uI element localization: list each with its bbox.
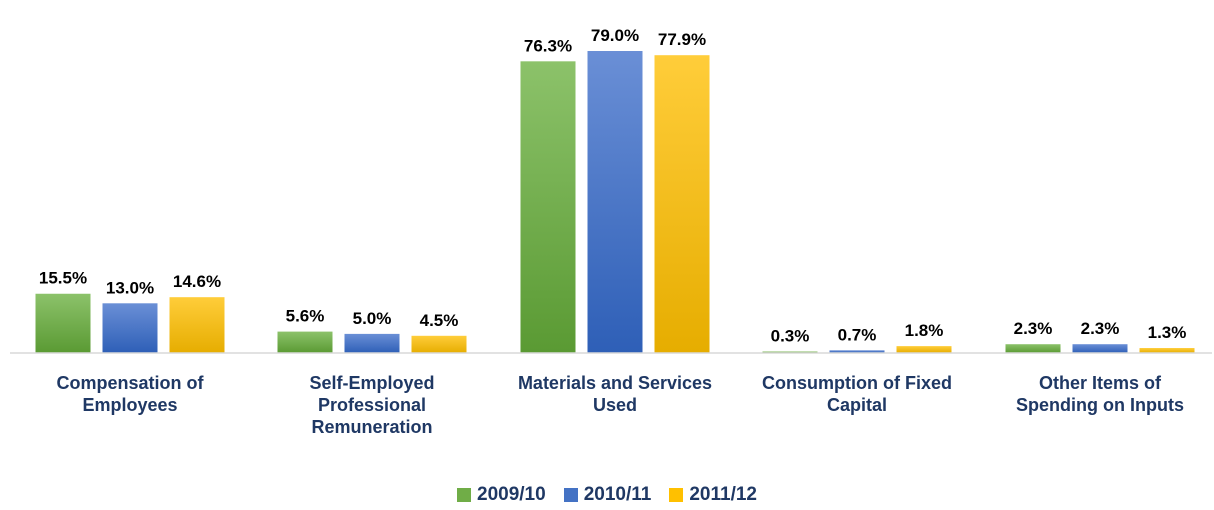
bar-2011-12-3 [896, 346, 952, 353]
data-label-2009-10-2: 76.3% [524, 36, 572, 55]
category-label-line: Other Items of [1038, 373, 1162, 393]
data-label-2010-11-3: 0.7% [838, 325, 877, 344]
data-label-2011-12-1: 4.5% [420, 311, 459, 330]
category-label-line: Professional [317, 395, 427, 415]
legend-swatch [563, 488, 578, 502]
data-label-2011-12-2: 77.9% [658, 30, 706, 49]
bar-2009-10-0 [35, 293, 91, 353]
legend-item-2010-11: 2010/11 [563, 484, 652, 506]
data-label-2010-11-2: 79.0% [591, 26, 639, 45]
bar-2010-11-0 [102, 303, 158, 353]
category-label-0: Compensation of Employees [20, 372, 240, 416]
category-label-line: Compensation of [56, 373, 204, 393]
data-label-2009-10-1: 5.6% [286, 307, 325, 326]
category-label-3: Consumption of Fixed Capital [747, 372, 967, 416]
category-label-2: Materials and Services Used [505, 372, 725, 416]
data-label-2009-10-0: 15.5% [39, 269, 87, 288]
bar-2011-12-0 [169, 297, 225, 353]
data-label-2010-11-1: 5.0% [353, 309, 392, 328]
bar-2011-12-1 [411, 335, 467, 353]
legend-item-2011-12: 2011/12 [669, 484, 757, 506]
category-label-line: Remuneration [311, 417, 433, 437]
data-label-2010-11-0: 13.0% [106, 278, 154, 297]
data-label-2009-10-4: 2.3% [1014, 319, 1053, 338]
bar-2009-10-4 [1005, 344, 1061, 353]
category-label-line: Self-Employed [309, 373, 435, 393]
bar-2010-11-4 [1072, 344, 1128, 353]
legend-swatch [457, 488, 472, 502]
bar-2010-11-3 [829, 350, 885, 353]
legend-label: 2011/12 [689, 484, 757, 505]
legend-swatch [669, 488, 684, 502]
category-label-4: Other Items of Spending on Inputs [990, 372, 1210, 416]
legend: 2009/10 2010/11 2011/12 [0, 484, 1214, 506]
bar-2010-11-1 [344, 333, 400, 353]
bar-2009-10-1 [277, 331, 333, 353]
data-label-2011-12-0: 14.6% [173, 272, 221, 291]
category-label-line: Materials and Services [517, 373, 713, 393]
data-label-2011-12-3: 1.8% [905, 321, 944, 340]
category-label-line: Spending on Inputs [1016, 395, 1184, 415]
bar-2009-10-2 [520, 61, 576, 353]
bar-2010-11-2 [587, 51, 643, 353]
category-label-line: Capital [826, 395, 887, 415]
legend-label: 2009/10 [477, 484, 546, 505]
category-label-1: Self-Employed Professional Remuneration [262, 372, 482, 438]
legend-item-2009-10: 2009/10 [457, 484, 546, 506]
category-label-line: Consumption of Fixed [762, 373, 952, 393]
category-label-line: Employees [82, 395, 178, 415]
data-label-2009-10-3: 0.3% [771, 327, 810, 346]
bar-2011-12-2 [654, 55, 710, 353]
legend-label: 2010/11 [583, 484, 652, 505]
data-label-2010-11-4: 2.3% [1081, 319, 1120, 338]
bar-2011-12-4 [1139, 348, 1195, 353]
data-label-2011-12-4: 1.3% [1148, 323, 1187, 342]
category-label-line: Used [592, 395, 637, 415]
